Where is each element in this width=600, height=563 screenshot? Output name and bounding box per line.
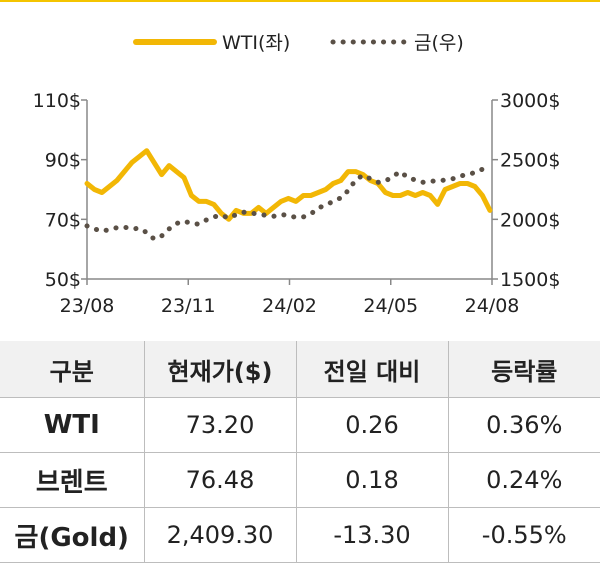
x-tick-label: 23/11	[161, 295, 216, 317]
y-left-tick-label: 90$	[45, 150, 81, 172]
gold-line	[84, 165, 493, 242]
wti-line	[84, 148, 493, 222]
table-row: WTI 73.20 0.26 0.36%	[0, 397, 600, 453]
x-tick-label: 23/08	[60, 295, 115, 317]
table-cell-change: 0.18	[295, 452, 448, 508]
chart-axes	[86, 100, 493, 280]
table-header-category: 구분	[0, 341, 144, 398]
table-cell-change: 0.26	[295, 397, 448, 453]
table-header-row: 구분 현재가($) 전일 대비 등락률	[0, 341, 600, 398]
y-right-tick-label: 3000$	[500, 90, 560, 112]
table-cell-change: -13.30	[295, 507, 448, 563]
table-cell-rate: 0.36%	[447, 397, 600, 453]
x-tick-label: 24/02	[262, 295, 317, 317]
table-row: 금(Gold) 2,409.30 -13.30 -0.55%	[0, 507, 600, 563]
table-cell-rate: -0.55%	[447, 507, 600, 563]
y-right-tick-label: 1500$	[500, 269, 560, 291]
price-chart: WTI(좌) 금(우) 110$90$70$50$3000$2500$2000$1…	[33, 32, 561, 317]
table-header-price: 현재가($)	[143, 341, 296, 398]
table-cell-price: 76.48	[143, 452, 296, 508]
y-left-tick-label: 50$	[45, 269, 81, 291]
chart-series	[84, 148, 493, 242]
y-left-tick-label: 70$	[45, 209, 81, 231]
chart-legend: WTI(좌) 금(우)	[133, 32, 464, 54]
table-cell-name: 금(Gold)	[0, 507, 144, 563]
y-right-tick-label: 2500$	[500, 150, 560, 172]
legend-label-wti: WTI(좌)	[222, 32, 290, 54]
table-header-change: 전일 대비	[295, 341, 448, 398]
y-right-tick-label: 2000$	[500, 209, 560, 231]
table-cell-name: WTI	[0, 397, 144, 453]
table-row: 브렌트 76.48 0.18 0.24%	[0, 452, 600, 508]
legend-label-gold: 금(우)	[414, 32, 464, 54]
x-tick-label: 24/08	[465, 295, 520, 317]
y-left-tick-label: 110$	[33, 90, 81, 112]
table-cell-price: 73.20	[143, 397, 296, 453]
table-header-rate: 등락률	[447, 341, 600, 398]
table-cell-name: 브렌트	[0, 452, 144, 508]
price-table: 구분 현재가($) 전일 대비 등락률 WTI 73.20 0.26 0.36%…	[0, 341, 600, 563]
chart-ticks: 110$ 90$ 70$ 50$ 3000$ 2500$ 2000$ 1500$ 23/08 23…	[33, 90, 561, 317]
table-cell-price: 2,409.30	[143, 507, 296, 563]
top-accent-line	[0, 0, 600, 2]
x-tick-label: 24/05	[363, 295, 418, 317]
table-cell-rate: 0.24%	[447, 452, 600, 508]
